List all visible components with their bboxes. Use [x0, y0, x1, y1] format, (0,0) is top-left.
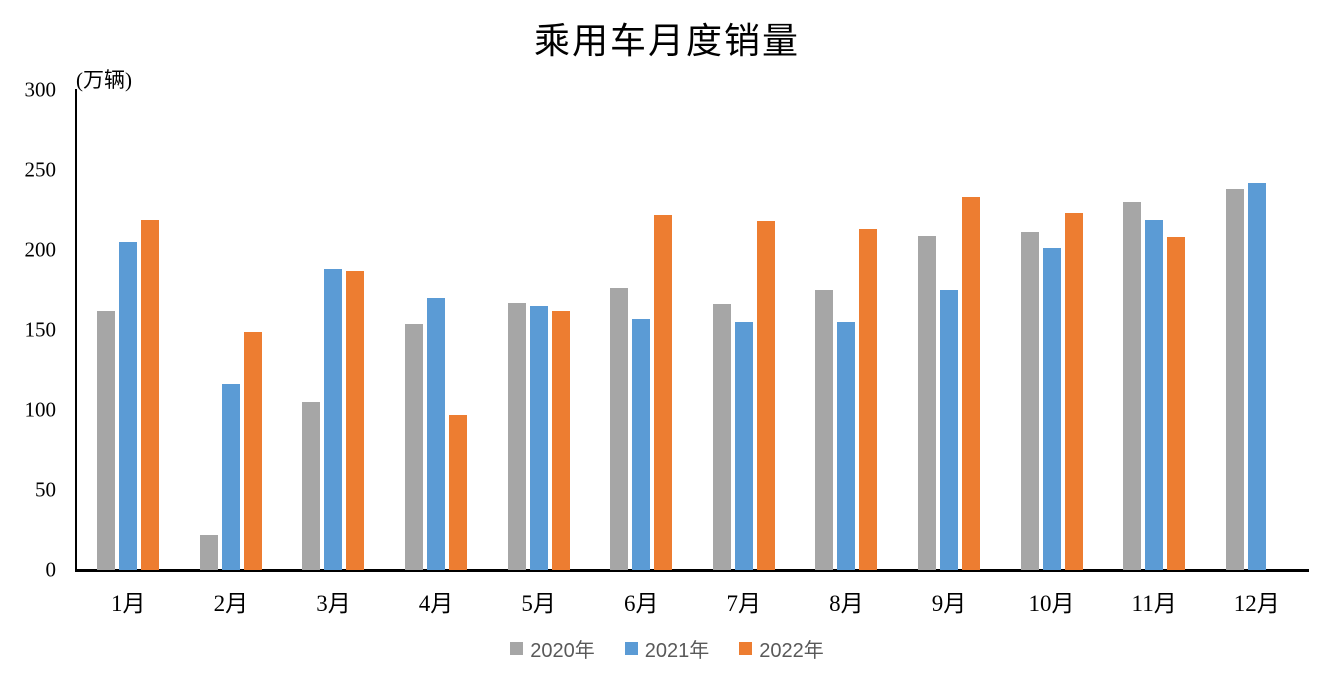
bar-2020年-6月	[610, 288, 629, 570]
bar-2020年-4月	[405, 323, 424, 570]
bar-2021年-6月	[632, 318, 651, 570]
bar-2021年-7月	[734, 322, 753, 570]
bar-2021年-9月	[939, 290, 958, 570]
bar-2022年-7月	[756, 221, 775, 570]
x-tick-label-5月: 5月	[521, 591, 556, 616]
bar-2021年-8月	[837, 322, 856, 570]
bar-2020年-11月	[1123, 202, 1142, 570]
y-axis-unit-label: (万辆)	[76, 68, 132, 92]
bar-2020年-3月	[302, 402, 321, 570]
bar-2022年-9月	[961, 197, 980, 570]
x-tick-label-10月: 10月	[1028, 591, 1075, 616]
legend: 2020年 2021年 2022年	[0, 634, 1334, 663]
bar-2021年-11月	[1145, 219, 1164, 570]
bar-2020年-9月	[917, 235, 936, 570]
y-axis-line	[75, 89, 77, 572]
y-tick-label-250: 250	[24, 157, 57, 182]
bar-2020年-12月	[1225, 189, 1244, 570]
y-tick-label-150: 150	[24, 317, 57, 342]
bar-2020年-8月	[815, 290, 834, 570]
legend-swatch-2020年	[510, 642, 524, 655]
bar-2020年-7月	[712, 304, 731, 570]
bar-2022年-8月	[859, 229, 878, 570]
bar-2022年-10月	[1064, 213, 1083, 570]
x-tick-label-7月: 7月	[726, 591, 762, 616]
legend-item-2022年: 2022年	[739, 634, 824, 663]
bar-2022年-6月	[654, 214, 673, 570]
y-tick-label-50: 50	[35, 477, 56, 502]
legend-label-2022年: 2022年	[759, 640, 824, 662]
bar-2021年-3月	[324, 269, 343, 570]
bar-2022年-3月	[346, 270, 365, 570]
bar-2020年-5月	[507, 302, 526, 570]
x-tick-label-1月: 1月	[111, 591, 146, 616]
x-tick-label-2月: 2月	[213, 591, 249, 616]
bar-2022年-1月	[141, 219, 160, 570]
y-tick-label-200: 200	[24, 237, 57, 262]
bar-2020年-10月	[1020, 232, 1039, 570]
bar-2021年-12月	[1247, 182, 1266, 570]
x-tick-label-9月: 9月	[931, 591, 967, 616]
legend-label-2020年: 2020年	[530, 640, 595, 662]
x-tick-label-12月: 12月	[1233, 591, 1280, 616]
y-tick-label-100: 100	[24, 397, 57, 422]
x-tick-label-8月: 8月	[829, 591, 864, 616]
legend-label-2021年: 2021年	[644, 640, 710, 662]
bar-2022年-4月	[449, 414, 468, 570]
bar-2022年-5月	[551, 310, 570, 570]
bar-2021年-1月	[119, 242, 138, 570]
bar-2021年-2月	[221, 384, 240, 570]
x-tick-label-4月: 4月	[418, 591, 454, 616]
bar-2021年-10月	[1042, 248, 1061, 570]
chart-title: 乘用车月度销量	[533, 21, 800, 61]
x-tick-label-6月: 6月	[623, 591, 659, 616]
legend-item-2020年: 2020年	[510, 634, 595, 663]
x-tick-label-3月: 3月	[316, 591, 351, 616]
bar-2022年-2月	[243, 331, 262, 570]
legend-item-2021年: 2021年	[624, 634, 710, 663]
bar-2020年-1月	[97, 310, 116, 570]
bar-2021年-4月	[427, 298, 446, 570]
bar-2020年-2月	[199, 534, 218, 570]
bar-2021年-5月	[529, 306, 548, 570]
x-tick-label-11月: 11月	[1131, 591, 1177, 616]
bar-2022年-11月	[1167, 237, 1186, 570]
x-axis-line	[75, 569, 1309, 572]
y-tick-label-300: 300	[24, 77, 57, 102]
legend-swatch-2021年	[624, 642, 638, 655]
y-tick-label-0: 0	[45, 557, 57, 582]
legend-swatch-2022年	[739, 642, 753, 655]
